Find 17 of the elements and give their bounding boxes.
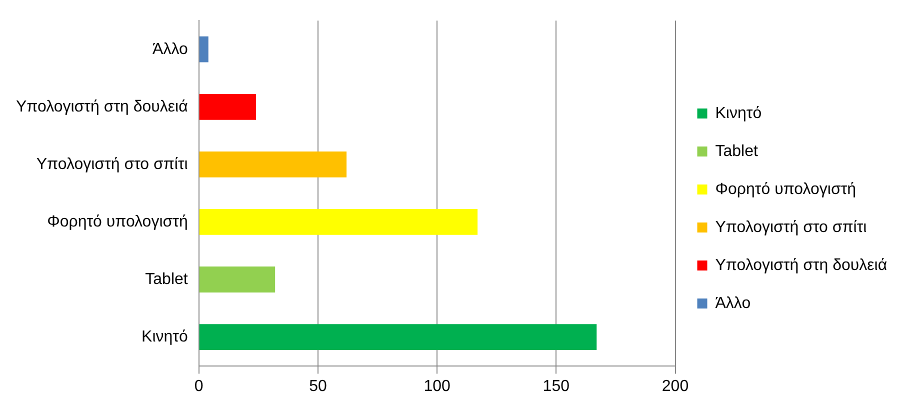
y-tick-label: Υπολογιστή στη δουλειά	[16, 98, 188, 116]
x-tick-label: 100	[424, 378, 450, 395]
legend-label: Υπολογιστή στο σπίτι	[715, 218, 868, 236]
x-tick-label: 200	[662, 378, 689, 395]
y-tick-label: Υπολογιστή στο σπίτι	[36, 156, 188, 173]
legend-label: Tablet	[715, 142, 758, 160]
x-tick-label: 0	[194, 378, 204, 395]
y-tick-label: Άλλο	[152, 40, 188, 58]
y-tick-label: Κινητό	[142, 328, 188, 346]
legend-label: Φορητό υπολογιστή	[715, 180, 856, 198]
x-tick-label: 150	[542, 378, 570, 395]
legend-label: Υπολογιστή στη δουλειά	[715, 256, 888, 274]
y-tick-label: Φορητό υπολογιστή	[47, 213, 188, 230]
legend-label: Άλλο	[715, 294, 751, 312]
y-tick-label: Tablet	[145, 270, 188, 288]
legend-label: Κινητό	[715, 104, 762, 122]
x-tick-label: 50	[309, 378, 327, 395]
